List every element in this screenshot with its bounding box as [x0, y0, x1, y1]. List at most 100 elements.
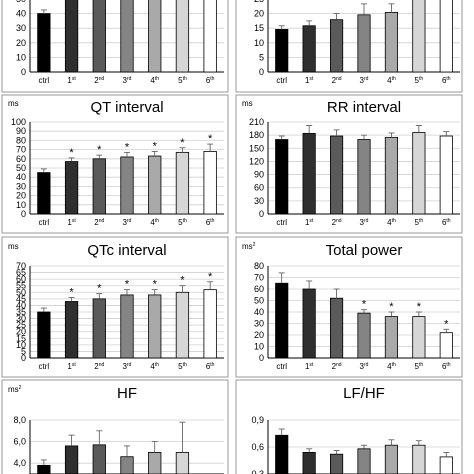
y-unit-label: ms2	[242, 242, 256, 251]
y-tick-label: 0,9	[251, 415, 264, 425]
x-tick-label: 3rd	[360, 218, 369, 227]
y-tick-label: 40	[16, 9, 26, 19]
bar-1	[64, 161, 79, 215]
bar-0	[275, 434, 289, 474]
bar-3	[120, 156, 134, 215]
bar-5	[175, 451, 190, 474]
y-tick-label: 10	[16, 52, 26, 62]
x-tick-label: 1st	[67, 76, 76, 85]
x-tick-label: 3rd	[360, 362, 369, 371]
bar-2	[92, 298, 106, 359]
y-tick-label: 50	[16, 0, 26, 4]
chart-panel-1: 0 5 10 15 20 25 ctrl 1st 2nd 3rd 4th 5th 6th	[235, 0, 463, 93]
bar-4	[384, 11, 398, 73]
bar-3	[357, 139, 371, 215]
chart-title: QTc interval	[87, 242, 166, 259]
significance-star: *	[444, 318, 449, 330]
significance-star: *	[69, 287, 74, 299]
x-tick-label: 2nd	[332, 362, 342, 371]
y-tick-label: 40	[16, 172, 26, 182]
y-tick-label: 70	[16, 145, 26, 155]
y-tick-label: 20	[16, 327, 26, 337]
x-tick-label: 6th	[206, 218, 215, 227]
y-tick-label: 90	[254, 170, 264, 180]
x-tick-label: ctrl	[276, 362, 287, 371]
significance-star: *	[125, 141, 130, 153]
y-tick-label: 30	[16, 181, 26, 191]
bar-5	[412, 316, 426, 359]
y-tick-label: 0	[21, 209, 26, 219]
bar-6	[439, 135, 453, 215]
bar-0	[37, 172, 51, 215]
bar-3	[357, 14, 371, 73]
significance-star: *	[208, 271, 213, 283]
x-tick-label: 3rd	[123, 362, 132, 371]
bar-0	[37, 13, 51, 73]
y-tick-label: 0	[21, 67, 26, 77]
x-tick-label: 5th	[415, 76, 424, 85]
y-tick-label: 70	[16, 261, 26, 271]
bar-2	[92, 158, 106, 215]
x-tick-label: 1st	[67, 362, 76, 371]
x-tick-label: 4th	[150, 218, 159, 227]
bar-5	[175, 291, 190, 359]
bar-1	[302, 288, 316, 359]
chart-title: RR interval	[327, 99, 401, 116]
bar-3	[357, 448, 371, 474]
y-tick-label: 15	[16, 333, 26, 343]
significance-star: *	[69, 147, 74, 159]
bar-6	[439, 456, 453, 474]
y-tick-label: 0	[259, 209, 264, 219]
y-tick-label: 30	[16, 23, 26, 33]
x-tick-label: 1st	[305, 362, 314, 371]
x-tick-label: 2nd	[332, 76, 342, 85]
y-tick-label: 60	[16, 274, 26, 284]
x-tick-label: 4th	[387, 76, 396, 85]
bar-5	[175, 151, 190, 215]
significance-star: *	[125, 279, 130, 291]
y-tick-label: 0	[21, 353, 26, 363]
chart-title: Total power	[326, 242, 403, 259]
significance-star: *	[180, 137, 185, 149]
y-tick-label: 40	[16, 300, 26, 310]
bar-6	[439, 332, 453, 359]
bar-4	[148, 0, 162, 73]
y-tick-label: 20	[254, 9, 264, 19]
y-tick-label: 100	[11, 117, 26, 127]
bar-1	[64, 0, 79, 73]
y-tick-label: 0,3	[251, 469, 264, 474]
x-tick-label: ctrl	[276, 218, 287, 227]
y-tick-label: 150	[249, 143, 264, 153]
x-tick-label: 4th	[387, 362, 396, 371]
y-tick-label: 30	[16, 314, 26, 324]
x-tick-label: 4th	[387, 218, 396, 227]
bar-2	[92, 0, 106, 73]
x-tick-label: 6th	[442, 218, 451, 227]
y-tick-label: 90	[16, 126, 26, 136]
y-tick-label: 10	[254, 342, 264, 352]
chart-title: QT interval	[90, 99, 163, 116]
bar-6	[203, 289, 217, 359]
bar-4	[148, 294, 162, 359]
y-tick-label: 50	[254, 296, 264, 306]
x-tick-label: 3rd	[360, 76, 369, 85]
y-tick-label: 80	[16, 135, 26, 145]
y-tick-label: 45	[16, 294, 26, 304]
x-tick-label: ctrl	[39, 218, 50, 227]
x-tick-label: 6th	[442, 76, 451, 85]
y-tick-label: 0	[259, 353, 264, 363]
bar-5	[412, 444, 426, 474]
y-tick-label: 80	[254, 261, 264, 271]
y-tick-label: 50	[16, 163, 26, 173]
x-tick-label: ctrl	[276, 76, 287, 85]
bar-4	[148, 451, 162, 474]
bar-4	[148, 155, 162, 215]
significance-star: *	[208, 472, 213, 474]
y-tick-label: 55	[16, 281, 26, 291]
x-tick-label: 2nd	[94, 362, 104, 371]
x-tick-label: 6th	[206, 76, 215, 85]
bar-1	[64, 445, 79, 474]
x-tick-label: 5th	[178, 362, 187, 371]
y-tick-label: 60	[16, 154, 26, 164]
